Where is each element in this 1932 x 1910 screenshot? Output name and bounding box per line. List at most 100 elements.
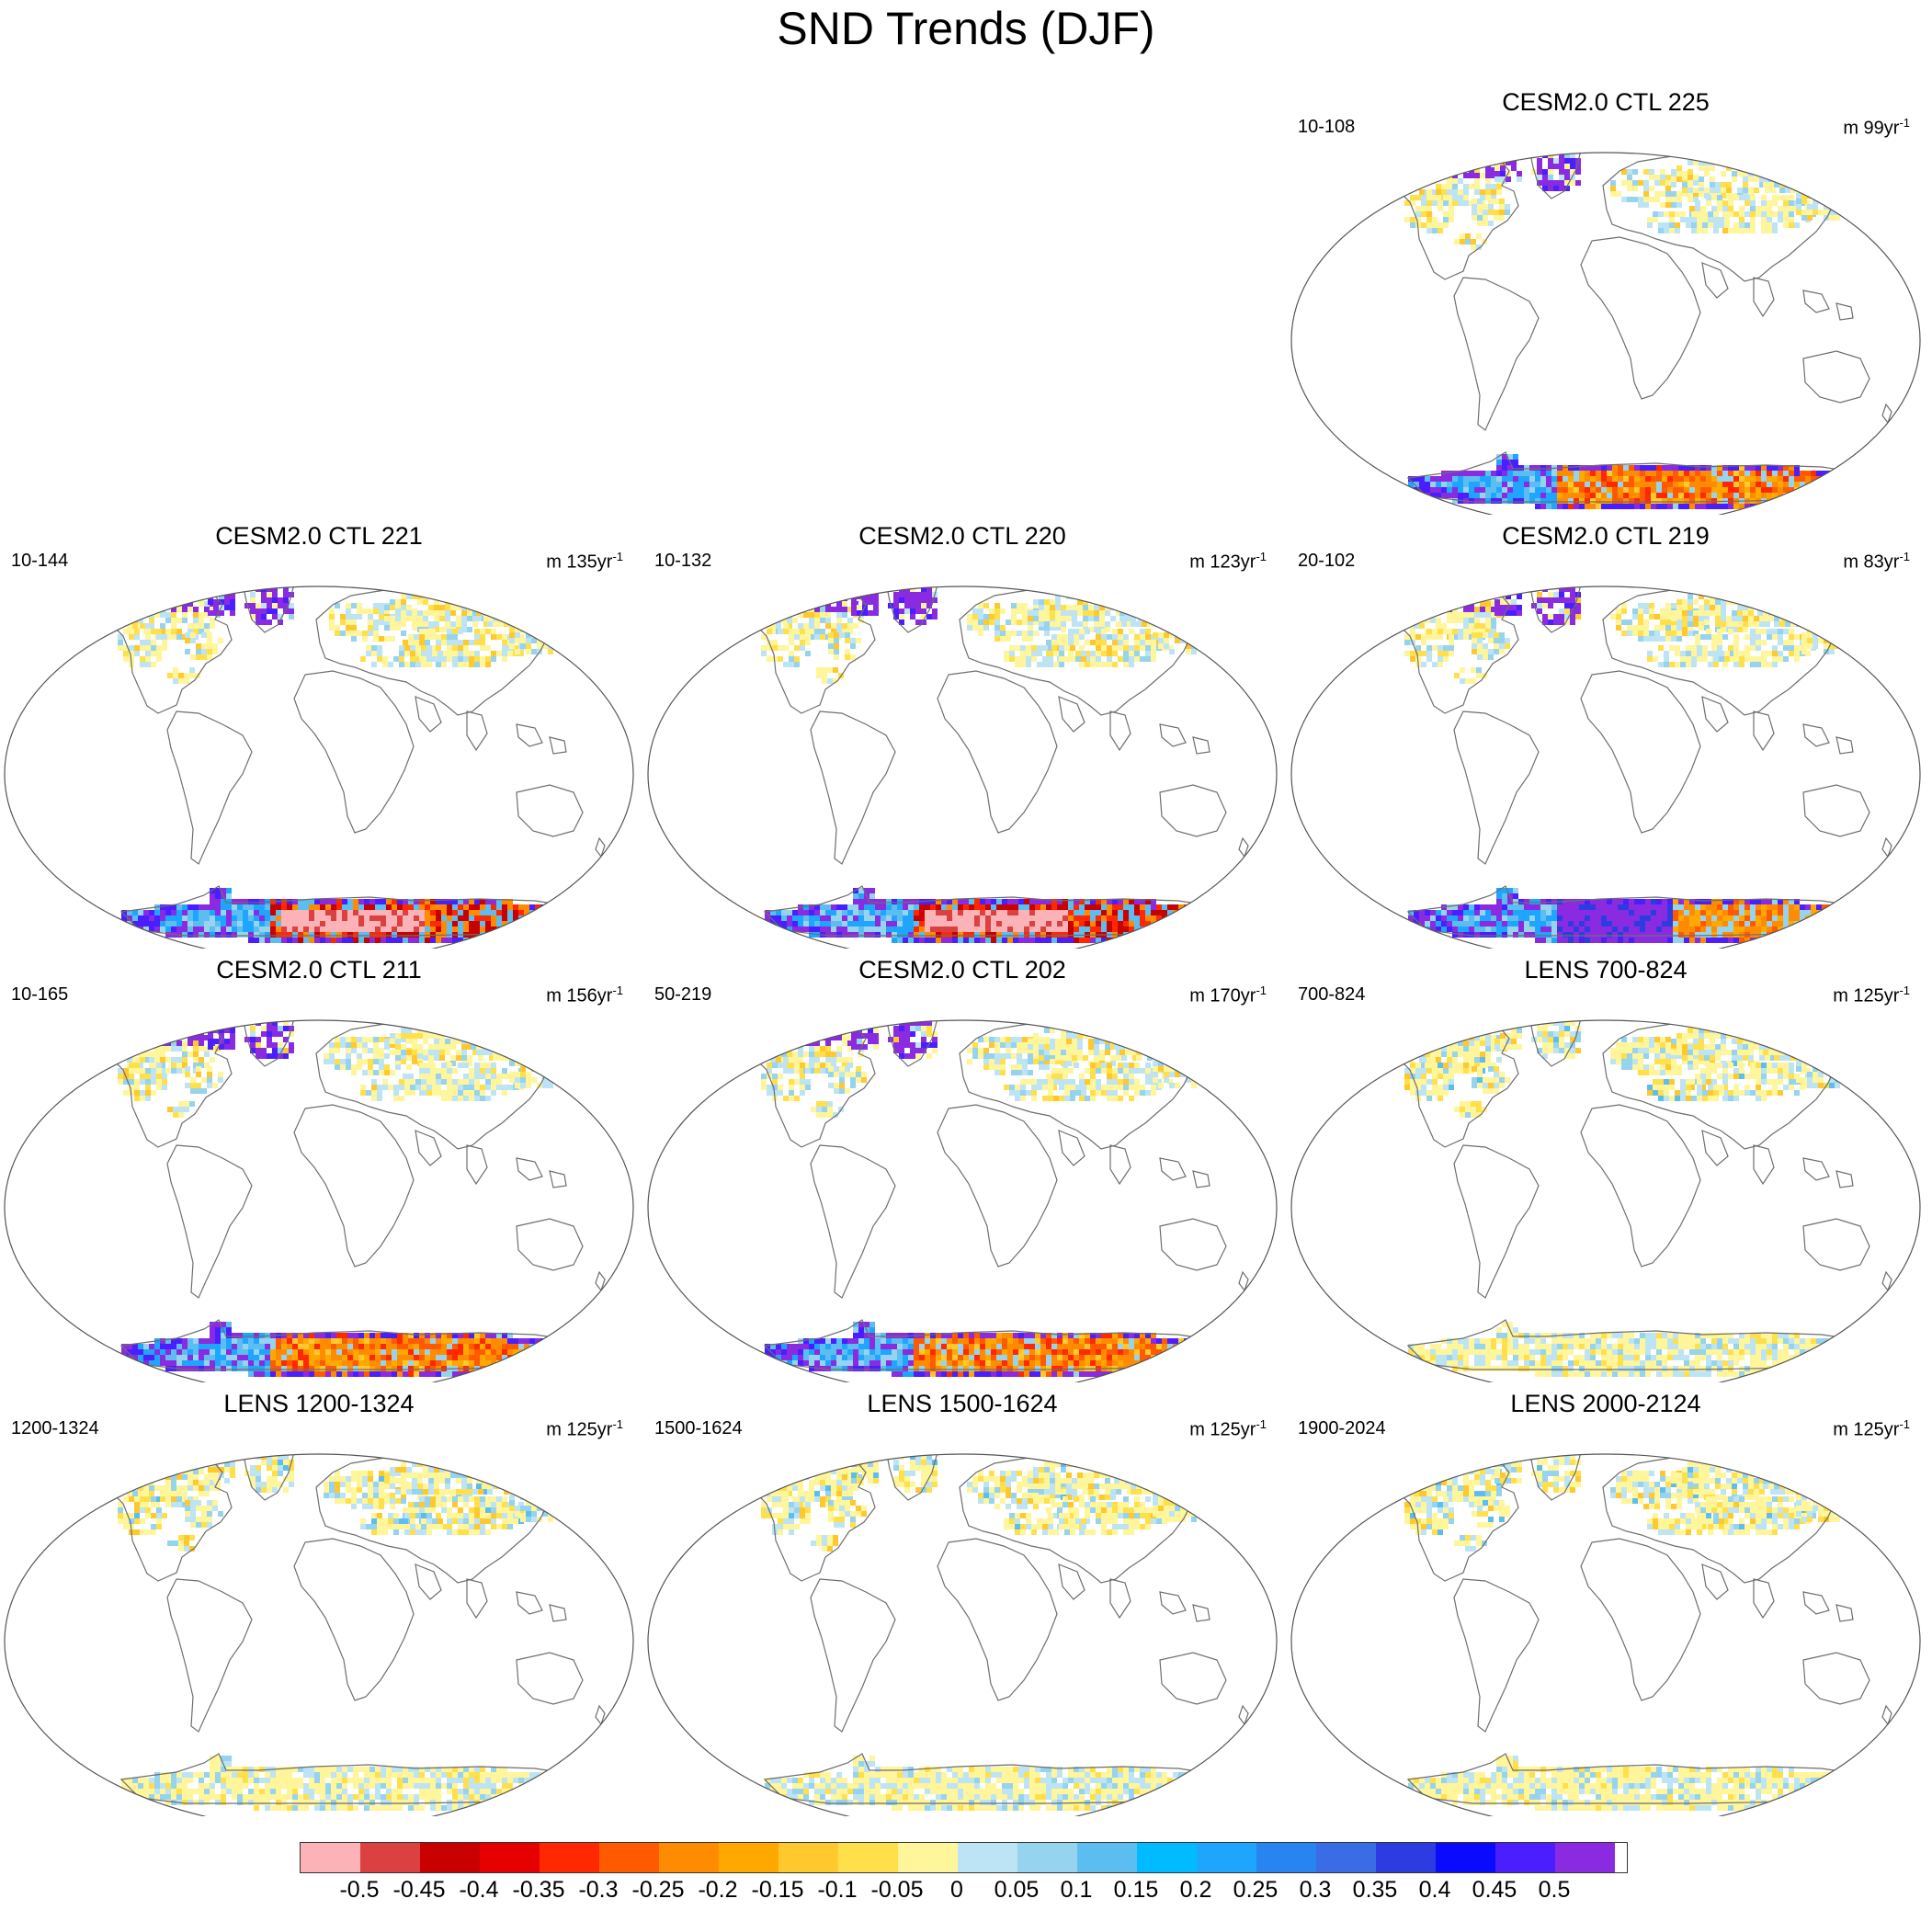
colorbar-swatch [1436, 1843, 1495, 1872]
colorbar-swatch [420, 1843, 480, 1872]
coastline [315, 1020, 575, 1150]
coastline [959, 586, 1219, 716]
coastline [1529, 1020, 1582, 1067]
coastline [293, 1104, 415, 1268]
coastline [1753, 1578, 1775, 1620]
colorbar-swatch [1495, 1843, 1555, 1872]
coastline [466, 1144, 488, 1186]
coastline [516, 1157, 543, 1181]
colorbar-labels: -0.5 -0.45 -0.4 -0.35 -0.3 -0.25 -0.2 -0.15 -0.1… [300, 1873, 1628, 1904]
coastline [1701, 1563, 1729, 1600]
map-plot [647, 1019, 1278, 1382]
panel-years-label: 10-132 [654, 551, 712, 571]
coastline [1701, 696, 1729, 733]
coastline [1406, 451, 1870, 503]
map-panel-lens-1200: LENS 1200-1324 1200-1324 m 125yr-1 [2, 1384, 636, 1816]
map-panel-ctl-219: CESM2.0 CTL 219 20-102 m 83yr-1 [1289, 517, 1923, 949]
coastline [1701, 262, 1729, 299]
coastline [1379, 586, 1519, 714]
coastline [242, 586, 295, 633]
coastline [166, 711, 253, 865]
coastline [1602, 1020, 1862, 1150]
coastline [885, 586, 938, 633]
coastline [516, 723, 543, 747]
units-exponent: -1 [612, 1417, 623, 1431]
units-exponent: -1 [1256, 983, 1267, 997]
map-plot [1290, 1453, 1921, 1816]
map-panel-ctl-211: CESM2.0 CTL 211 10-165 m 156yr-1 [2, 950, 636, 1382]
colorbar-swatch [1376, 1843, 1436, 1872]
panel-units-label: m 123yr-1 [1189, 546, 1267, 574]
coastline [1580, 1538, 1701, 1701]
coastline [1159, 723, 1187, 747]
coastline [1159, 1157, 1187, 1181]
map-plot [4, 1453, 634, 1816]
units-exponent: -1 [1899, 983, 1910, 997]
panel-years-label: 700-824 [1298, 984, 1366, 1005]
coastline [763, 1319, 1227, 1370]
coastline [516, 1218, 584, 1271]
coastline [293, 670, 415, 834]
map-border [1290, 152, 1921, 515]
panel-title: CESM2.0 CTL 220 [858, 522, 1066, 550]
colorbar-swatch [599, 1843, 659, 1872]
colorbar-tick-label: -0.25 [631, 1877, 685, 1903]
figure-title: SND Trends (DJF) [777, 3, 1155, 54]
panel-units-label: m 156yr-1 [546, 980, 623, 1007]
coastline [937, 1538, 1058, 1701]
map-plot [1290, 1019, 1921, 1382]
coastline [1802, 784, 1870, 837]
coastline [1109, 1578, 1131, 1620]
map-border [4, 1019, 634, 1382]
coastline [1058, 1130, 1085, 1166]
units-exponent: -1 [1256, 1417, 1267, 1431]
coastline [415, 1130, 442, 1166]
panel-units-label: m 125yr-1 [1189, 1414, 1267, 1441]
colorbar-legend: -0.5 -0.45 -0.4 -0.35 -0.3 -0.25 -0.2 -0.15 -0.1… [300, 1842, 1628, 1904]
coastline [1802, 1652, 1870, 1705]
colorbar-tick-label: -0.2 [698, 1877, 738, 1903]
colorbar-tick-label: 0.15 [1113, 1877, 1159, 1903]
panel-units-label: m 83yr-1 [1843, 546, 1910, 574]
map-panel-ctl-220: CESM2.0 CTL 220 10-132 m 123yr-1 [645, 517, 1279, 949]
coastline [1835, 302, 1854, 321]
panel-units-label: m 125yr-1 [1833, 1414, 1910, 1441]
colorbar-swatch [1316, 1843, 1376, 1872]
coastline [1802, 350, 1870, 404]
coastline [315, 586, 575, 716]
colorbar-tick-label: 0.5 [1538, 1877, 1571, 1903]
coastline [466, 1578, 488, 1620]
panel-title: LENS 1500-1624 [867, 1390, 1058, 1417]
coastline [959, 1020, 1219, 1150]
coastline [810, 711, 896, 865]
panel-units-label: m 170yr-1 [1189, 980, 1267, 1007]
units-exponent: -1 [1899, 1417, 1910, 1431]
colorbar-swatch [1077, 1843, 1137, 1872]
units-text: m 125yr [1833, 1419, 1900, 1440]
coastline [1406, 1753, 1870, 1804]
colorbar-swatch [1555, 1843, 1615, 1872]
units-text: m 170yr [1189, 985, 1256, 1006]
coastline [1529, 153, 1582, 199]
coastline [735, 586, 876, 714]
coastline [1453, 1144, 1540, 1299]
map-plot [4, 1019, 634, 1382]
colorbar-swatch [778, 1843, 838, 1872]
colorbar-swatch [898, 1843, 958, 1872]
colorbar-swatch [1017, 1843, 1077, 1872]
colorbar-tick-label: 0 [950, 1877, 963, 1903]
panel-title: CESM2.0 CTL 219 [1502, 522, 1710, 550]
panel-units-label: m 99yr-1 [1843, 112, 1910, 140]
coastline [119, 1319, 584, 1370]
coastline [1529, 586, 1582, 633]
coastline [735, 1020, 876, 1148]
coastline [242, 1020, 295, 1067]
coastline [293, 1538, 415, 1701]
coastline [885, 1020, 938, 1067]
map-border [4, 586, 634, 949]
map-border [1290, 586, 1921, 949]
coastline [1453, 711, 1540, 865]
colorbar-swatch [719, 1843, 778, 1872]
map-panel-ctl-202: CESM2.0 CTL 202 50-219 m 170yr-1 [645, 950, 1279, 1382]
panel-years-label: 1500-1624 [654, 1418, 743, 1438]
